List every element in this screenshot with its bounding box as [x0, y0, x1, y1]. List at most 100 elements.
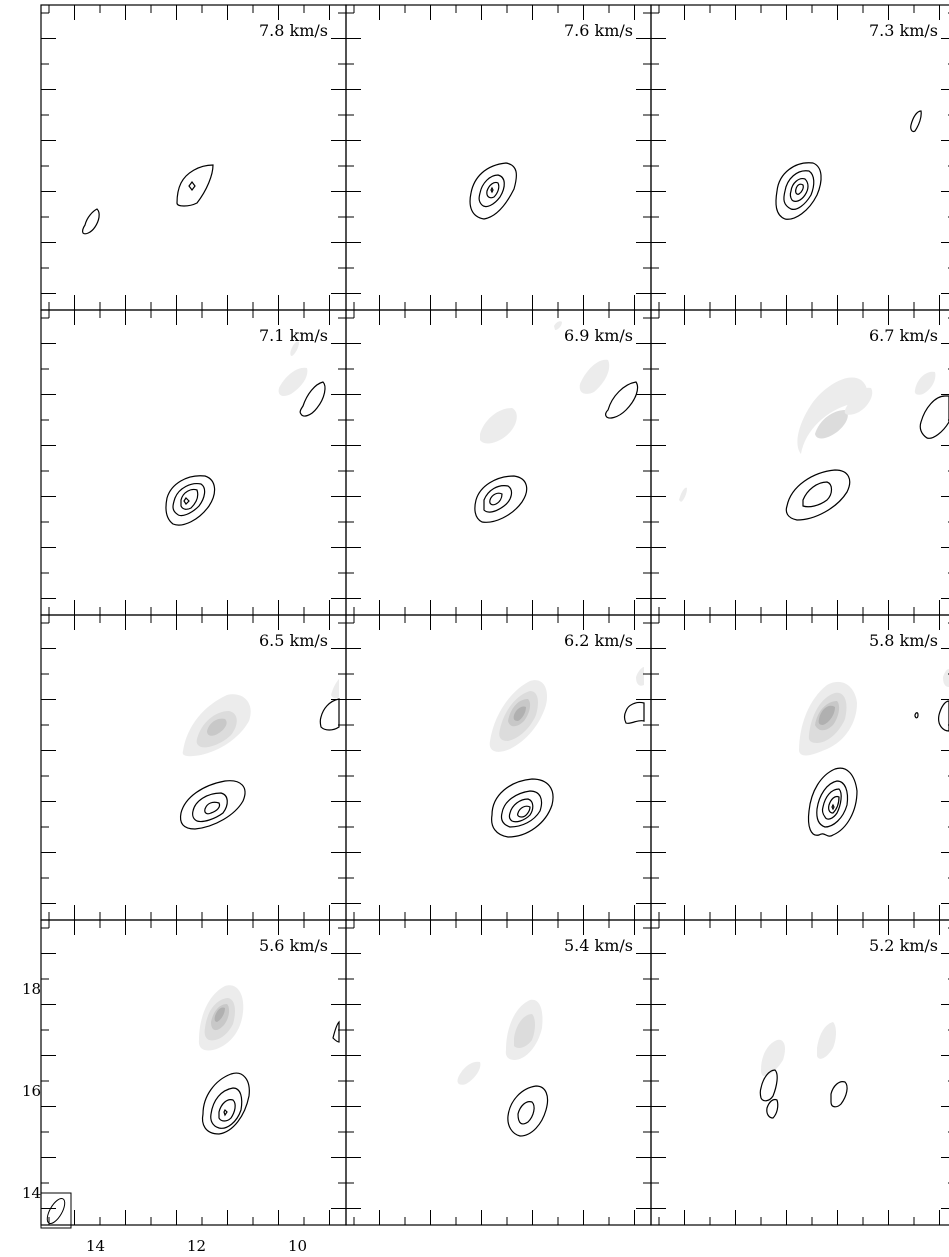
shaded-region: [214, 1007, 225, 1022]
contour-line: [789, 178, 809, 202]
shaded-region: [761, 1039, 785, 1076]
velocity-label: 6.2 km/s: [564, 631, 633, 650]
contour-line: [802, 481, 833, 508]
contour-line: [489, 492, 503, 506]
contour-line: [223, 1108, 228, 1117]
contour-line: [490, 186, 494, 194]
velocity-label: 7.6 km/s: [564, 21, 633, 40]
contour-line: [201, 1072, 250, 1135]
velocity-label: 7.8 km/s: [259, 21, 328, 40]
x-axis-labels: 14 12 10: [86, 1237, 307, 1255]
contour-line: [830, 1081, 848, 1108]
contour-line: [491, 778, 554, 838]
beam-box: [40, 1192, 72, 1229]
channel-panel-10: 5.6 km/s: [40, 919, 347, 1226]
contour-line: [176, 164, 214, 207]
contour-line: [919, 395, 949, 439]
contour-line: [299, 381, 326, 417]
contour-line: [332, 1020, 340, 1043]
contour-group: [775, 110, 922, 220]
shaded-region: [815, 410, 848, 439]
contour-line: [319, 698, 340, 731]
contour-line: [507, 1085, 549, 1137]
contour-line: [517, 805, 531, 818]
contour-line: [831, 803, 835, 811]
contour-line: [938, 700, 949, 732]
shaded-emission: [679, 371, 936, 502]
channel-panel-4: 7.1 km/s: [40, 309, 347, 616]
channel-panel-5: 6.9 km/s: [345, 309, 652, 616]
contour-group: [807, 700, 949, 837]
panel-frame: [650, 919, 949, 1226]
shaded-emission: [457, 999, 543, 1085]
channel-panel-3: 7.3 km/s: [650, 4, 949, 311]
shaded-region: [514, 1014, 535, 1048]
contour-line: [179, 780, 246, 830]
panel-ticks: [346, 310, 651, 615]
panel-ticks: [346, 5, 651, 310]
contour-line: [210, 1087, 243, 1129]
panel-frame: [40, 4, 347, 311]
shaded-region: [679, 487, 687, 502]
contour-line: [218, 1099, 236, 1122]
contour-line: [192, 792, 228, 823]
velocity-label: 5.4 km/s: [564, 936, 633, 955]
contour-group: [491, 701, 645, 838]
contour-line: [500, 790, 543, 828]
contour-group: [785, 395, 949, 521]
channel-panel-9: 5.8 km/s: [650, 614, 949, 921]
contour-line: [82, 208, 100, 235]
panel-ticks: [41, 310, 346, 615]
panel-frame: [650, 4, 949, 311]
shaded-region: [480, 408, 517, 444]
contour-line: [783, 170, 815, 210]
velocity-label: 5.8 km/s: [869, 631, 938, 650]
contour-line: [914, 712, 919, 719]
contour-line: [165, 475, 216, 526]
velocity-label: 6.7 km/s: [869, 326, 938, 345]
channel-panel-7: 6.5 km/s: [40, 614, 347, 921]
shaded-emission: [198, 985, 244, 1051]
velocity-label: 7.1 km/s: [259, 326, 328, 345]
contour-line: [828, 795, 840, 814]
contour-group: [474, 381, 639, 523]
contour-line: [188, 181, 196, 191]
contour-group: [165, 381, 326, 526]
contour-group: [507, 1085, 549, 1137]
panel-ticks: [41, 920, 346, 1225]
shaded-emission: [799, 669, 949, 756]
shaded-region: [797, 377, 867, 454]
contour-line: [623, 701, 645, 725]
panel-frame: [345, 614, 652, 921]
shaded-region: [844, 387, 873, 415]
contour-line: [172, 483, 206, 517]
contour-line: [508, 798, 534, 823]
contour-line: [759, 1069, 778, 1102]
shaded-region: [331, 679, 339, 699]
panel-ticks: [651, 920, 949, 1225]
y-tick-label-18: 18: [22, 980, 41, 998]
panel-frame: [40, 614, 347, 921]
contour-line: [478, 174, 505, 208]
panel-frame: [345, 309, 652, 616]
shaded-region: [554, 321, 562, 330]
contour-line: [474, 475, 528, 523]
contour-line: [204, 801, 221, 815]
y-tick-label-14: 14: [22, 1184, 41, 1202]
panel-ticks: [41, 5, 346, 310]
shaded-region: [914, 371, 936, 395]
contour-group: [469, 162, 517, 220]
contour-line: [785, 469, 851, 521]
velocity-label: 6.5 km/s: [259, 631, 328, 650]
y-axis-labels: 18 16 14: [22, 980, 41, 1202]
contour-group: [82, 164, 214, 235]
channel-panel-1: 7.8 km/s: [40, 4, 347, 311]
shaded-region: [579, 359, 610, 394]
contour-group: [201, 1020, 340, 1135]
shaded-emission: [480, 321, 610, 444]
panel-frame: [40, 919, 347, 1226]
beam-marker: [40, 1192, 72, 1229]
channel-panel-6: 6.7 km/s: [650, 309, 949, 616]
shaded-region: [278, 367, 308, 396]
